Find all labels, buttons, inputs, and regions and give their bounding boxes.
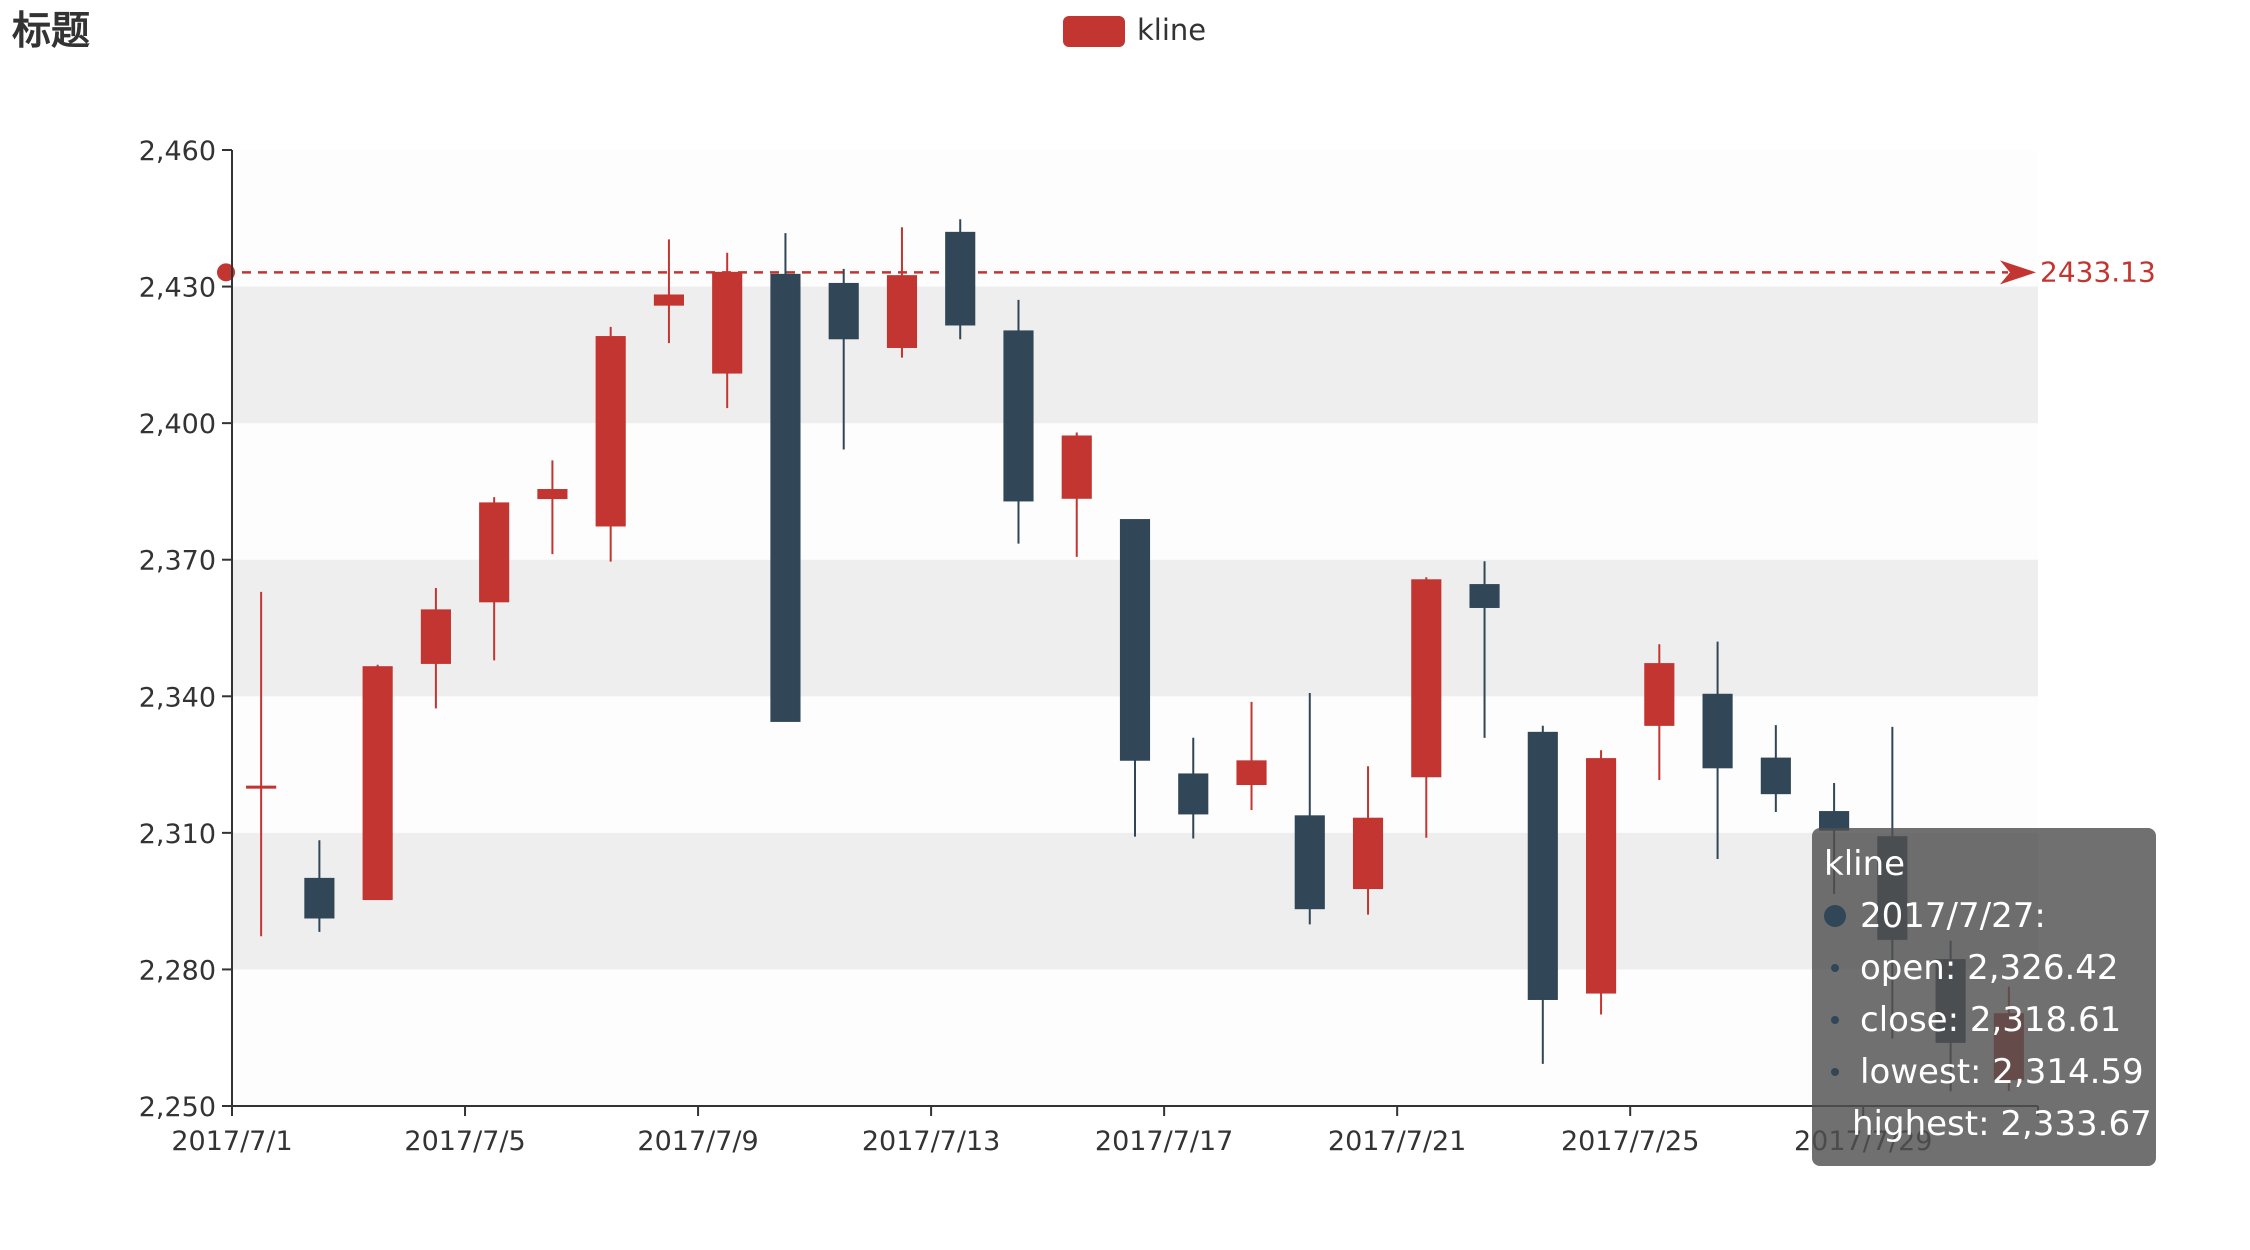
candle-body [653, 294, 685, 306]
x-tick-label: 2017/7/17 [1095, 1126, 1233, 1157]
y-tick-label: 2,400 [139, 409, 216, 440]
candle-body [304, 877, 335, 919]
candle-body [1236, 760, 1267, 786]
tooltip-lowest-row: lowest: 2,314.59 [1824, 1046, 2144, 1098]
y-tick-label: 2,370 [139, 546, 216, 577]
candle-body [828, 282, 859, 340]
candle-body [1586, 758, 1617, 994]
series-marker-icon [1824, 905, 1846, 927]
tooltip-highest-row: highest: 2,333.67 [1824, 1098, 2152, 1150]
tooltip-lowest: lowest: 2,314.59 [1860, 1052, 2144, 1092]
markline-arrow [2000, 260, 2036, 285]
candle-2017/7/8 [653, 239, 685, 344]
y-tick-label: 2,280 [139, 955, 216, 986]
x-tick-label: 2017/7/1 [171, 1126, 292, 1157]
bullet-icon [1831, 1068, 1839, 1076]
candle-2017/7/12 [886, 227, 918, 358]
tooltip-highest: highest: 2,333.67 [1852, 1104, 2152, 1144]
candle-2017/7/21 [1411, 577, 1442, 838]
candle-body [1527, 731, 1558, 1000]
candle-2017/7/26 [1702, 641, 1733, 859]
candle-2017/7/25 [1644, 644, 1675, 781]
max-markline: 2433.13 [217, 255, 2156, 288]
y-tick-label: 2,250 [139, 1092, 216, 1123]
tooltip-close: close: 2,318.61 [1860, 1000, 2122, 1040]
candle-body [537, 489, 568, 500]
candle-2017/7/5 [479, 497, 510, 661]
candle-body [1702, 693, 1733, 769]
candle-body [712, 271, 743, 374]
candle-2017/7/4 [420, 587, 451, 709]
y-tick-label: 2,340 [139, 682, 216, 713]
candle-2017/7/2 [304, 840, 335, 932]
candle-2017/7/19 [1294, 693, 1325, 925]
candle-body [1119, 519, 1151, 761]
candle-2017/7/11 [828, 268, 859, 450]
legend-label: kline [1137, 13, 1206, 47]
candle-body [945, 231, 976, 326]
y-tick-label: 2,310 [139, 819, 216, 850]
candle-2017/7/15 [1061, 432, 1092, 557]
tooltip-date: 2017/7/27: [1860, 896, 2046, 936]
bullet-icon [1831, 1016, 1839, 1024]
split-area [232, 832, 2038, 970]
y-tick-label: 2,430 [139, 273, 216, 304]
candle-body [420, 609, 451, 664]
candle-2017/7/1 [246, 591, 277, 937]
candle-2017/7/10 [770, 233, 801, 722]
markline-label: 2433.13 [2040, 255, 2156, 288]
legend-swatch [1063, 16, 1125, 47]
candle-2017/7/17 [1178, 737, 1209, 839]
candle-body [246, 785, 277, 789]
candle-body [1469, 584, 1500, 608]
candle-2017/7/24 [1586, 750, 1617, 1015]
candle-2017/7/18 [1236, 701, 1267, 811]
candle-body [770, 273, 801, 722]
candle-2017/7/22 [1469, 561, 1500, 738]
markline-start-dot [217, 263, 235, 282]
candle-2017/7/6 [537, 460, 568, 555]
candle-body [1178, 773, 1209, 815]
chart-title: 标题 [12, 9, 90, 54]
tooltip-date-row: 2017/7/27: [1824, 890, 2144, 942]
candle-2017/7/14 [1003, 299, 1034, 544]
candle-body [479, 502, 510, 603]
y-tick-label: 2,460 [139, 136, 216, 167]
candle-body [1760, 757, 1791, 795]
candle-body [362, 666, 393, 901]
bullet-icon [1831, 964, 1839, 972]
tooltip-close-row: close: 2,318.61 [1824, 994, 2144, 1046]
candle-2017/7/20 [1352, 766, 1384, 915]
tooltip: kline 2017/7/27: open: 2,326.42 close: 2… [1812, 828, 2156, 1166]
candle-body [886, 275, 918, 348]
candle-2017/7/3 [362, 664, 393, 901]
candle-body [1294, 815, 1325, 910]
tooltip-open-row: open: 2,326.42 [1824, 942, 2144, 994]
candle-2017/7/7 [595, 326, 626, 562]
legend-item-kline[interactable]: kline [1063, 13, 1206, 47]
tooltip-open: open: 2,326.42 [1860, 948, 2119, 988]
split-area [232, 969, 2038, 1106]
candle-body [1003, 330, 1034, 502]
x-tick-label: 2017/7/9 [637, 1126, 758, 1157]
split-area [232, 150, 2038, 287]
x-tick-label: 2017/7/25 [1561, 1126, 1699, 1157]
x-tick-label: 2017/7/21 [1328, 1126, 1466, 1157]
candle-body [1411, 579, 1442, 778]
candle-2017/7/16 [1119, 519, 1151, 837]
candle-body [595, 336, 626, 527]
candle-body [1644, 663, 1675, 726]
tooltip-series-name: kline [1824, 844, 1906, 884]
candle-2017/7/23 [1527, 725, 1558, 1064]
split-area [232, 286, 2038, 424]
x-tick-label: 2017/7/13 [862, 1126, 1000, 1157]
candle-body [1061, 435, 1092, 499]
x-tick-label: 2017/7/5 [404, 1126, 525, 1157]
candle-body [1352, 817, 1384, 890]
candle-2017/7/27 [1760, 725, 1791, 812]
candle-2017/7/13 [945, 219, 976, 340]
candle-2017/7/9 [712, 252, 743, 409]
